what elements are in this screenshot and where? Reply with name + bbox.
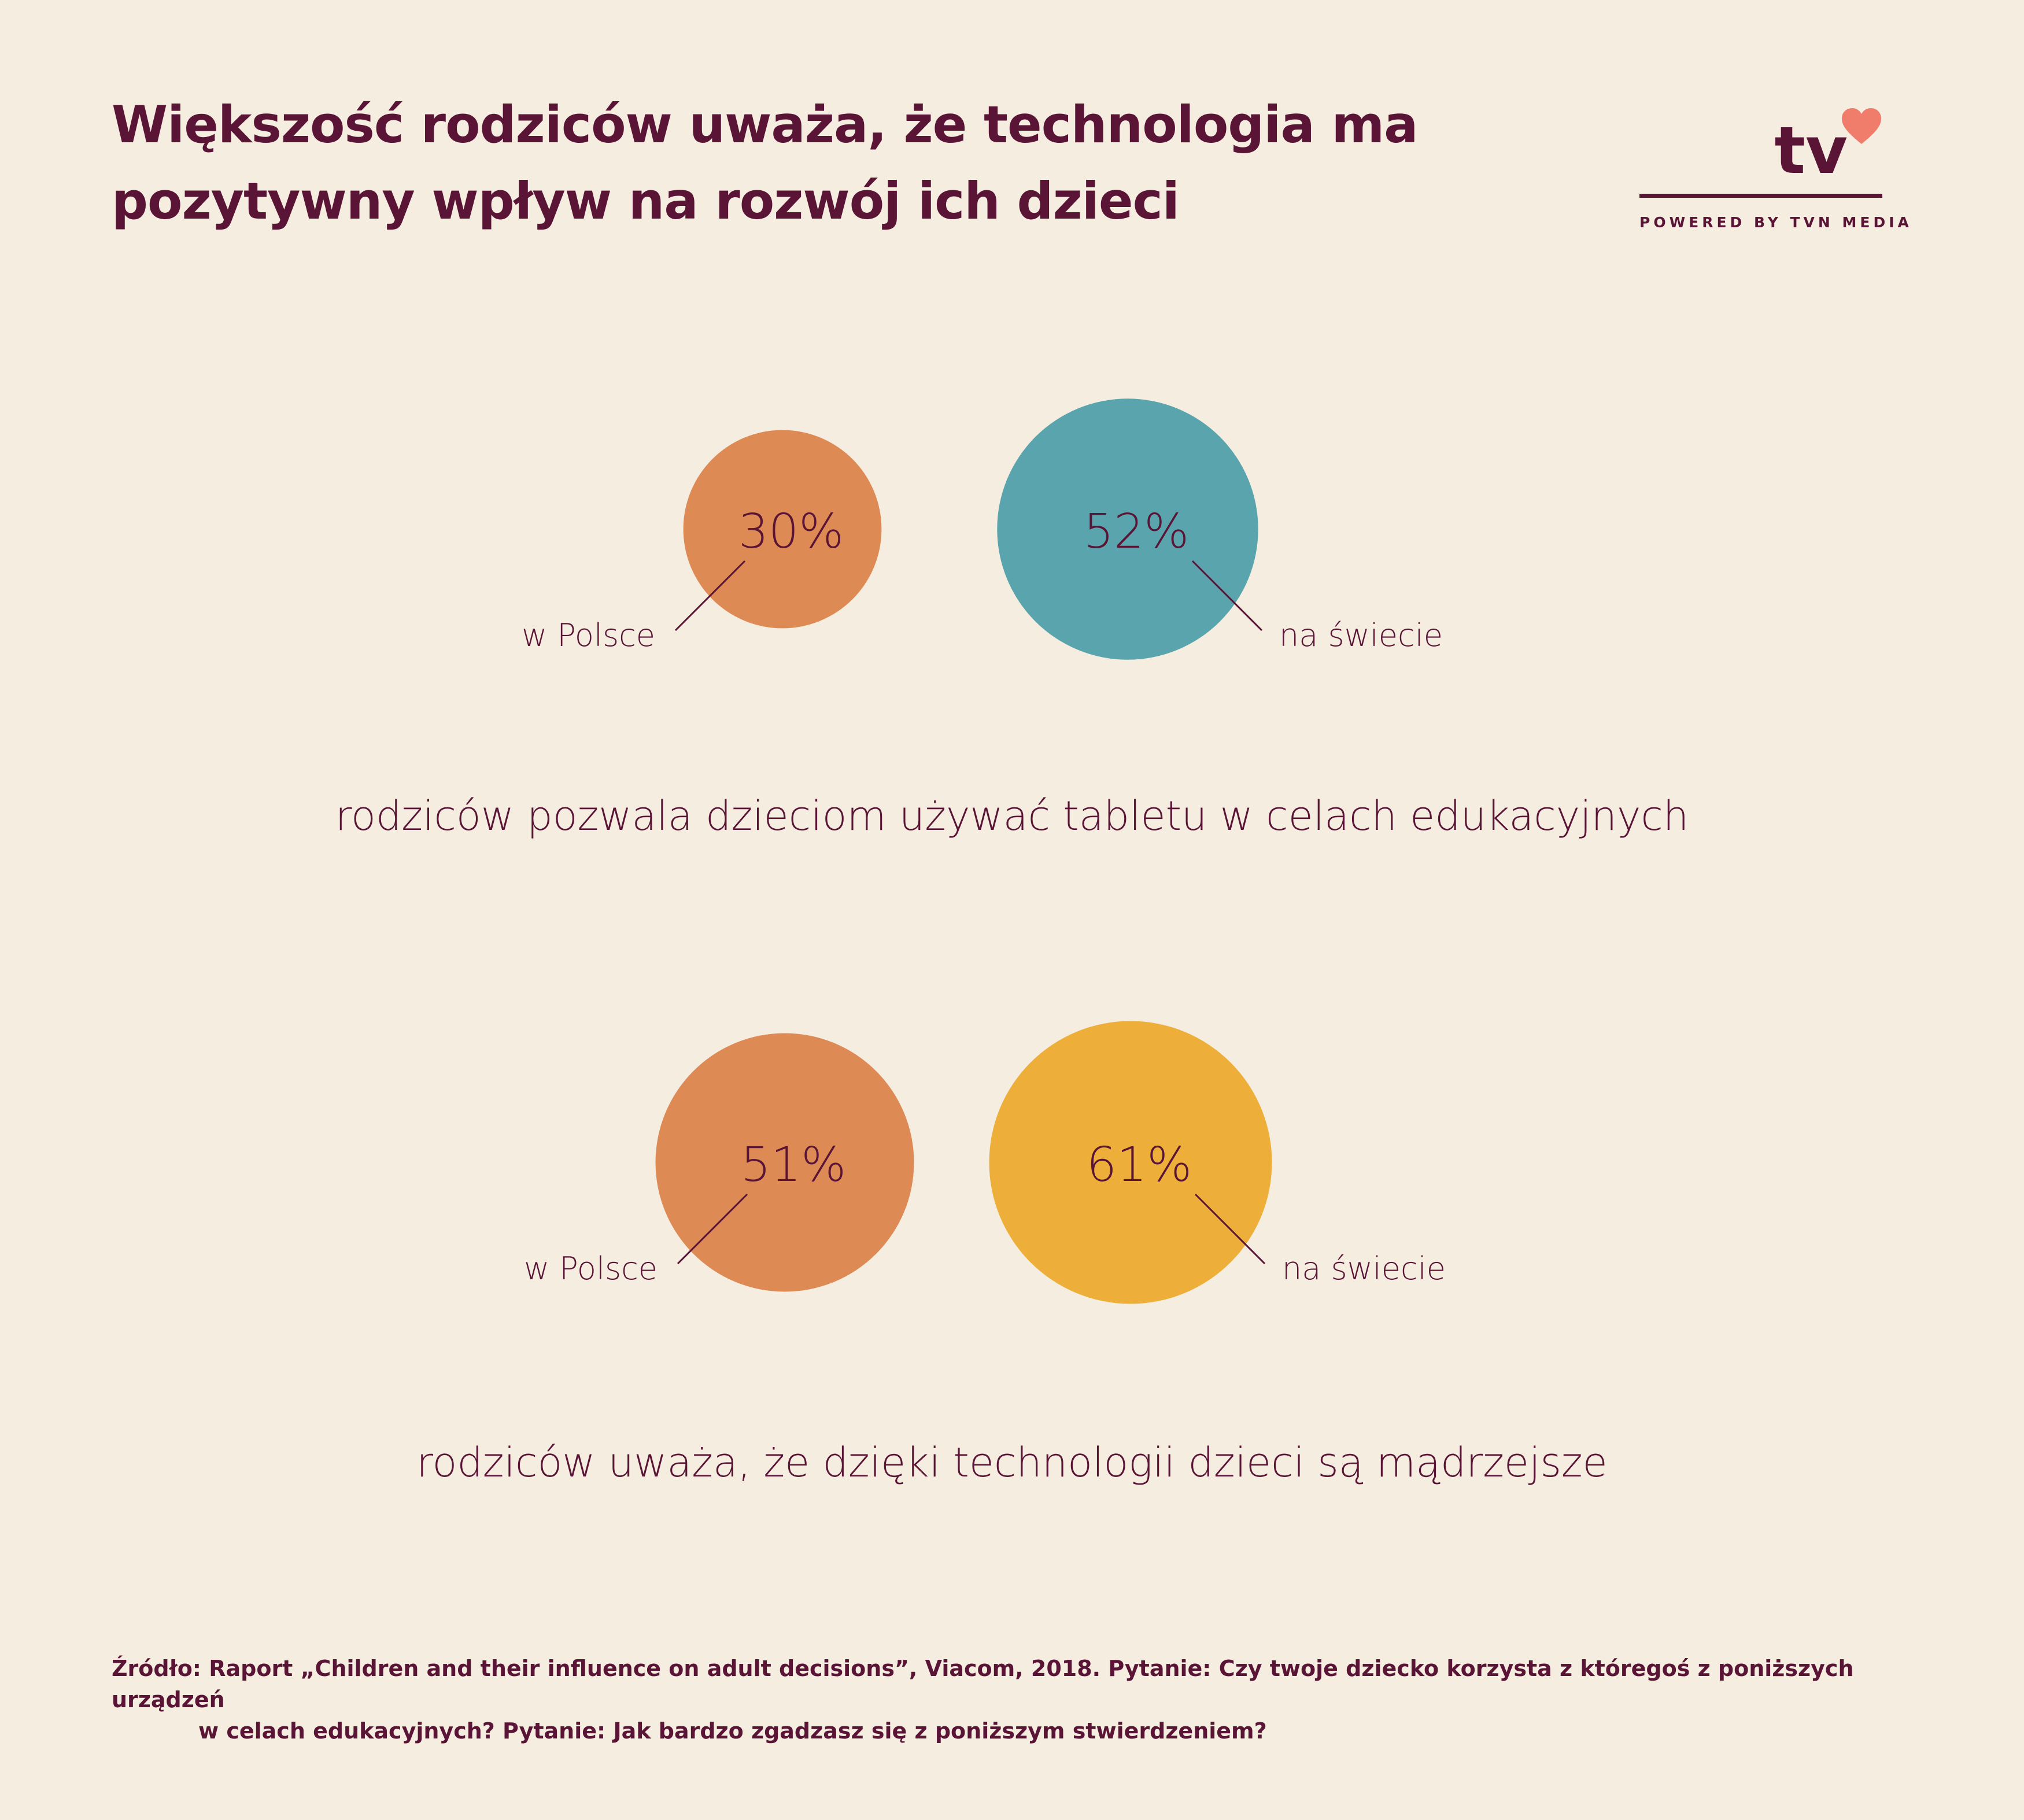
chart-1-caption: rodziców pozwala dzieciom używać tabletu… bbox=[335, 792, 1689, 840]
leader-line bbox=[677, 1193, 748, 1265]
bubble-value-label: 30% bbox=[738, 504, 844, 559]
bubble-left bbox=[683, 430, 882, 629]
bubble-value-label: 51% bbox=[741, 1138, 846, 1193]
chart-2: 51% w Polsce 61% na świecie bbox=[524, 1021, 1446, 1304]
bubble-right bbox=[989, 1021, 1272, 1304]
bubble-value-label: 61% bbox=[1087, 1138, 1192, 1193]
bubble-category-label: na świecie bbox=[1282, 1250, 1446, 1287]
source-note: Źródło: Raport „Children and their influ… bbox=[112, 1653, 1933, 1747]
page-title: Większość rodziców uważa, że technologia… bbox=[112, 87, 1499, 239]
chart-1: 30% w Polsce 52% na świecie bbox=[522, 398, 1443, 660]
logo-divider bbox=[1639, 194, 1882, 198]
tv-logo: tv POWERED BY TVN MEDIA bbox=[1639, 107, 1912, 240]
title-line-2: pozytywny wpływ na rozwój ich dzieci bbox=[112, 171, 1180, 231]
heart-icon bbox=[1842, 108, 1881, 144]
bubble-value-label: 52% bbox=[1084, 504, 1189, 559]
bubble-left bbox=[655, 1033, 914, 1292]
chart-2-caption: rodziców uważa, że dzięki technologii dz… bbox=[416, 1439, 1608, 1486]
bubble-category-label: w Polsce bbox=[524, 1250, 658, 1287]
logo-tagline: POWERED BY TVN MEDIA bbox=[1639, 214, 1912, 231]
bubble-right bbox=[997, 398, 1258, 660]
bubble-category-label: w Polsce bbox=[522, 617, 655, 654]
source-line-2: w celach edukacyjnych? Pytanie: Jak bard… bbox=[198, 1718, 1267, 1744]
leader-line bbox=[1191, 560, 1263, 632]
source-line-1: Źródło: Raport „Children and their influ… bbox=[112, 1656, 1854, 1712]
leader-line bbox=[1194, 1193, 1266, 1265]
bubble-category-label: na świecie bbox=[1279, 617, 1443, 654]
title-line-1: Większość rodziców uważa, że technologia… bbox=[112, 95, 1419, 154]
leader-line bbox=[674, 560, 746, 632]
logo-text: tv bbox=[1774, 113, 1848, 189]
